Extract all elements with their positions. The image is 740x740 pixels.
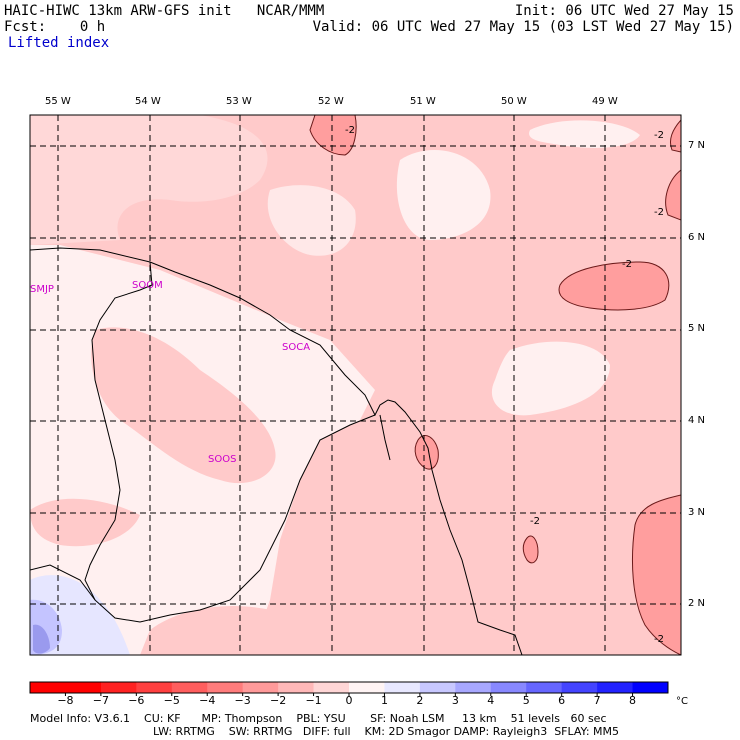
forecast-hour: Fcst: 0 h — [4, 19, 106, 35]
colorbar-segment — [384, 682, 421, 693]
station-label: SOOM — [132, 280, 163, 291]
lon-tick-label: 51 W — [410, 96, 436, 107]
colorbar-level-label: −3 — [234, 694, 251, 707]
contour-label: -2 — [654, 130, 664, 141]
field-name: Lifted index — [8, 35, 110, 51]
colorbar-level-label: −8 — [57, 694, 74, 707]
lon-tick-label: 52 W — [318, 96, 344, 107]
lon-tick-label: 55 W — [45, 96, 71, 107]
contour-region — [632, 494, 681, 655]
field-region-light — [529, 120, 640, 148]
station-label: SOCA — [282, 342, 310, 353]
field-region-blue — [33, 624, 50, 654]
lat-tick-label: 3 N — [688, 507, 706, 518]
colorbar-segment — [561, 682, 598, 693]
station-label: SOOS — [208, 454, 236, 465]
colorbar-level-label: 8 — [629, 694, 637, 707]
colorbar-level-label: −1 — [305, 694, 322, 707]
lon-tick-label: 54 W — [135, 96, 161, 107]
colorbar-level-label: 2 — [416, 694, 424, 707]
model-physics: LW: RRTMG SW: RRTMG DIFF: full KM: 2D Sm… — [153, 725, 619, 738]
colorbar-segment — [597, 682, 634, 693]
colorbar-segment — [490, 682, 527, 693]
colorbar-level-label: −6 — [128, 694, 145, 707]
colorbar-level-label: −5 — [163, 694, 180, 707]
contour-label: -2 — [622, 259, 632, 270]
field-region-light — [30, 115, 268, 245]
field-region-pink — [91, 327, 276, 484]
colorbar-level-label: −2 — [270, 694, 287, 707]
field-region-pink — [140, 606, 310, 655]
colorbar-level-label: 4 — [487, 694, 495, 707]
graticule — [30, 115, 681, 655]
colorbar-segment — [349, 682, 385, 693]
colorbar — [29, 681, 669, 696]
colorbar-segment — [65, 682, 102, 693]
colorbar-segment — [632, 682, 669, 693]
contour-region — [414, 435, 439, 470]
colorbar-level-label: 6 — [558, 694, 566, 707]
colorbar-segment — [313, 682, 350, 693]
field-region-light — [396, 150, 491, 240]
colorbar-segment — [100, 682, 137, 693]
lat-tick-label: 5 N — [688, 323, 706, 334]
colorbar-segment — [171, 682, 208, 693]
station-label: SMJP — [30, 284, 54, 295]
lat-tick-label: 6 N — [688, 232, 706, 243]
model-info: Model Info: V3.6.1 CU: KF MP: Thompson P… — [30, 712, 607, 725]
contour-label: -2 — [654, 634, 664, 645]
colorbar-segment — [455, 682, 492, 693]
colorbar-level-label: 0 — [345, 694, 353, 707]
map-frame — [29, 114, 682, 656]
lon-tick-label: 49 W — [592, 96, 618, 107]
colorbar-segment — [526, 682, 563, 693]
colorbar-segment — [242, 682, 279, 693]
colorbar-segment — [419, 682, 456, 693]
model-title: HAIC-HIWC 13km ARW-GFS init NCAR/MMM — [4, 3, 325, 19]
contour-region — [522, 535, 539, 564]
colorbar-segment — [207, 682, 244, 693]
country-border — [379, 414, 391, 461]
valid-time: Valid: 06 UTC Wed 27 May 15 (03 LST Wed … — [312, 19, 734, 35]
colorbar-segment — [30, 682, 66, 693]
contour-region — [665, 169, 681, 221]
country-border — [84, 261, 376, 623]
country-border — [30, 564, 96, 601]
lat-tick-label: 4 N — [688, 415, 706, 426]
colorbar-level-label: 1 — [380, 694, 388, 707]
lat-tick-label: 2 N — [688, 598, 706, 609]
init-time: Init: 06 UTC Wed 27 May 15 — [514, 3, 734, 19]
contour-label: -2 — [654, 207, 664, 218]
coastline — [30, 247, 523, 655]
lon-tick-label: 53 W — [226, 96, 252, 107]
colorbar-level-label: −7 — [92, 694, 109, 707]
colorbar-level-label: 3 — [451, 694, 459, 707]
contour-label: -2 — [530, 516, 540, 527]
contour-region — [669, 119, 681, 153]
colorbar-segment — [278, 682, 315, 693]
contour-region — [558, 261, 670, 311]
colorbar-level-label: 7 — [593, 694, 601, 707]
field-region-light — [491, 341, 610, 416]
lon-tick-label: 50 W — [501, 96, 527, 107]
contour-region — [309, 115, 357, 156]
contour-label: -2 — [345, 125, 355, 136]
lat-tick-label: 7 N — [688, 140, 706, 151]
colorbar-level-label: 5 — [522, 694, 530, 707]
colorbar-unit: °C — [676, 696, 688, 707]
colorbar-level-label: −4 — [199, 694, 216, 707]
colorbar-segment — [136, 682, 173, 693]
